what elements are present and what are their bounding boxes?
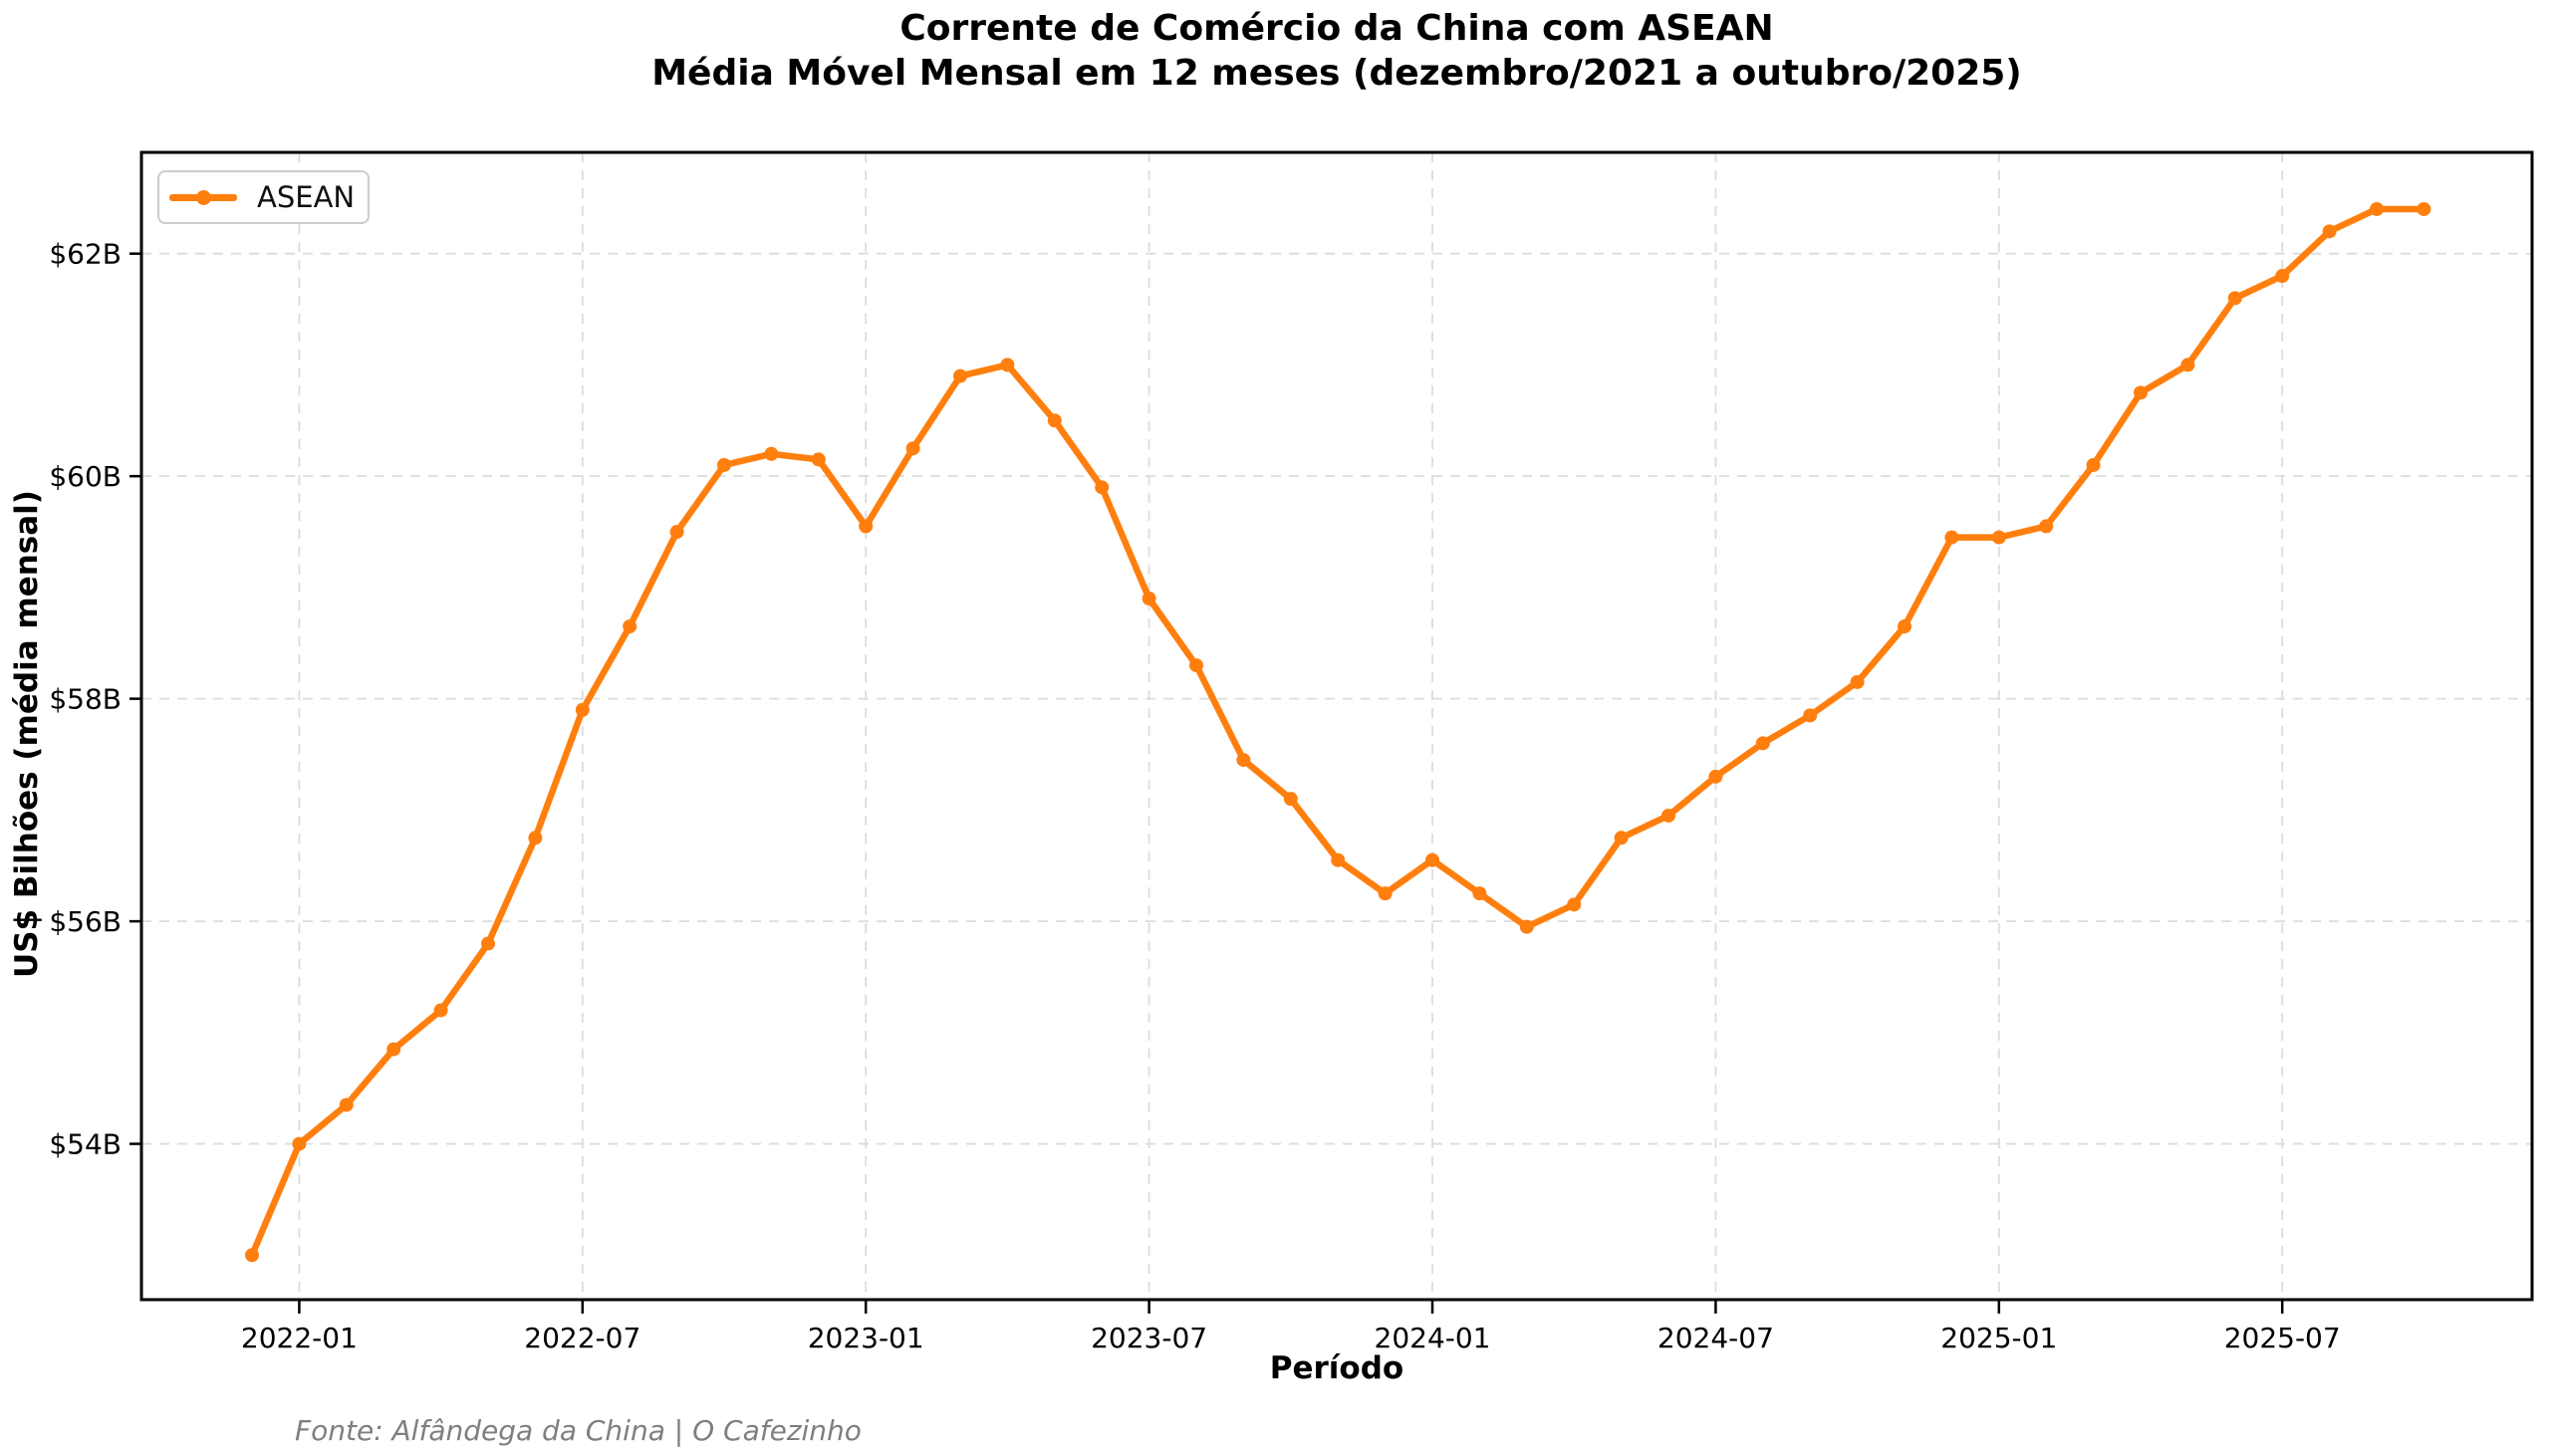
asean-marker	[1189, 658, 1203, 673]
asean-marker	[859, 519, 874, 534]
y-tick-label: $60B	[49, 460, 122, 493]
asean-marker	[1000, 358, 1015, 372]
x-tick-label: 2023-07	[1091, 1322, 1207, 1354]
asean-marker	[1850, 674, 1865, 689]
asean-marker	[1095, 480, 1110, 495]
asean-marker	[528, 831, 543, 846]
asean-marker	[1283, 792, 1298, 807]
asean-marker	[2086, 457, 2101, 472]
x-tick-label: 2025-01	[1940, 1322, 2057, 1354]
asean-marker	[2134, 385, 2148, 400]
y-tick-label: $62B	[49, 238, 122, 271]
asean-marker	[1991, 530, 2006, 545]
asean-marker	[339, 1097, 354, 1112]
asean-marker	[669, 525, 684, 540]
asean-line	[248, 205, 2427, 1259]
asean-marker	[1803, 708, 1818, 723]
asean-marker	[2227, 291, 2242, 306]
y-tick-label: $54B	[49, 1128, 122, 1161]
legend: ASEAN	[157, 170, 370, 224]
asean-marker	[1708, 769, 1723, 784]
asean-marker	[1661, 808, 1675, 823]
chart-title-line1: Corrente de Comércio da China com ASEAN	[899, 8, 1774, 49]
asean-marker	[1425, 852, 1439, 867]
asean-marker	[292, 1136, 307, 1151]
asean-marker	[1236, 753, 1251, 768]
y-tick-label: $56B	[49, 905, 122, 938]
asean-marker	[2039, 519, 2054, 534]
asean-marker	[764, 446, 779, 461]
asean-marker	[2370, 201, 2384, 216]
chart-title-line2: Média Móvel Mensal em 12 meses (dezembro…	[651, 53, 2022, 94]
x-tick-label: 2025-07	[2224, 1322, 2341, 1354]
legend-label: ASEAN	[257, 180, 356, 214]
asean-marker	[1472, 886, 1487, 901]
asean-marker	[1047, 413, 1062, 428]
asean-marker	[905, 441, 920, 456]
asean-marker	[1898, 618, 1912, 633]
asean-marker	[1755, 736, 1770, 751]
asean-marker	[433, 1003, 448, 1018]
x-tick-label: 2022-07	[524, 1322, 640, 1354]
asean-marker	[1378, 886, 1393, 901]
asean-marker	[1567, 897, 1582, 912]
source-attribution: Fonte: Alfândega da China | O Cafezinho	[295, 1414, 862, 1447]
asean-marker	[2417, 201, 2431, 216]
asean-marker	[1331, 852, 1346, 867]
asean-marker	[1944, 530, 1959, 545]
asean-marker	[1142, 592, 1156, 607]
x-axis-label: Período	[1269, 1350, 1404, 1386]
asean-marker	[1519, 919, 1534, 934]
asean-marker	[2275, 269, 2290, 284]
x-tick-label: 2024-01	[1375, 1322, 1491, 1354]
asean-marker	[1614, 831, 1629, 846]
asean-marker	[2180, 358, 2195, 372]
legend-marker-icon	[196, 189, 211, 205]
asean-marker	[481, 936, 495, 951]
asean-marker	[623, 618, 638, 633]
asean-marker	[386, 1042, 401, 1057]
asean-marker	[245, 1248, 259, 1263]
asean-marker	[575, 702, 590, 717]
asean-marker	[717, 457, 731, 472]
axes-frame	[139, 150, 2534, 1302]
asean-marker	[811, 452, 826, 467]
y-axis-label: US$ Bilhões (média mensal)	[9, 490, 45, 978]
chart-title: Corrente de Comércio da China com ASEAN …	[141, 6, 2532, 96]
x-tick-label: 2024-07	[1658, 1322, 1774, 1354]
legend-line-sample	[169, 189, 237, 205]
asean-marker	[953, 368, 967, 383]
y-tick-label: $58B	[49, 683, 122, 716]
asean-marker	[2322, 224, 2337, 239]
x-tick-label: 2022-01	[241, 1322, 358, 1354]
x-tick-label: 2023-01	[808, 1322, 924, 1354]
